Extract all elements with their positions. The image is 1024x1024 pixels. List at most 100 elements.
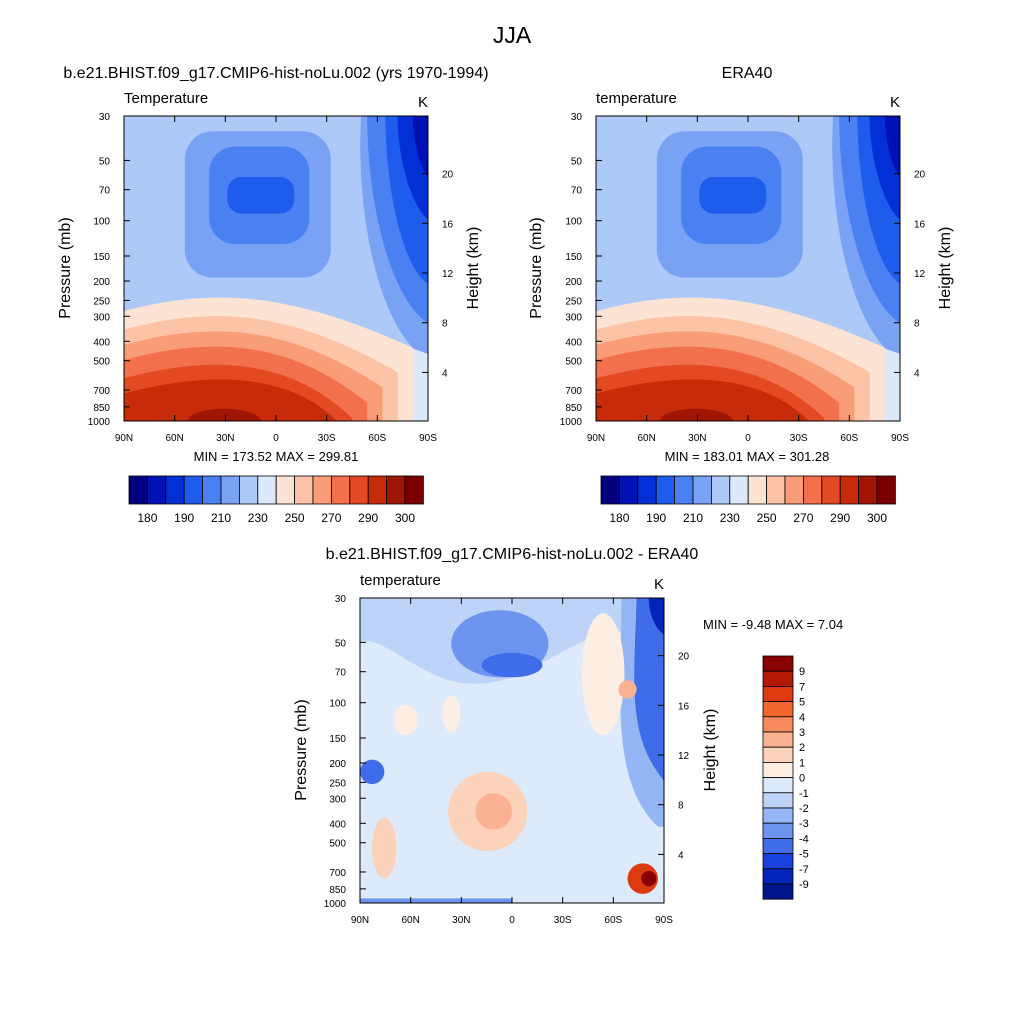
pressure-tick-label: 200 xyxy=(565,277,582,288)
colorbar-swatch xyxy=(349,475,369,505)
colorbar: 180 190 210 230 250 270 290 300 xyxy=(128,475,424,525)
colorbar-label: 250 xyxy=(285,511,305,525)
colorbar-label: -7 xyxy=(799,864,809,876)
colorbar-swatch xyxy=(202,475,222,505)
difference-panel: b.e21.BHIST.f09_g17.CMIP6-hist-noLu.002 … xyxy=(293,546,843,926)
colorbar-label: 290 xyxy=(358,511,378,525)
panel-title: ERA40 xyxy=(722,65,773,82)
colorbar-swatch xyxy=(330,475,351,505)
pressure-axis-label: Pressure (mb) xyxy=(57,217,74,318)
pressure-tick-label: 70 xyxy=(99,186,111,197)
contour-band xyxy=(393,704,418,736)
pressure-tick-label: 300 xyxy=(565,312,582,323)
x-tick-label: 30S xyxy=(790,433,808,444)
colorbar-label: 300 xyxy=(867,511,887,525)
colorbar-label: -3 xyxy=(799,818,809,830)
pressure-tick-label: 30 xyxy=(99,112,111,123)
colorbar-swatch xyxy=(220,475,240,505)
colorbar-swatch xyxy=(655,475,676,505)
colorbar-label: 0 xyxy=(799,773,805,785)
colorbar-swatch xyxy=(762,822,794,839)
colorbar-label: 4 xyxy=(799,712,805,724)
figure-title: JJA xyxy=(493,22,532,48)
era40-temperature-panel: ERA40 temperature K 90N 60N 30N 0 30S 60S 90S 3… xyxy=(528,65,954,525)
min-max-stats: MIN = 173.52 MAX = 299.81 xyxy=(194,449,359,464)
x-tick-label: 30N xyxy=(688,433,706,444)
height-tick-label: 20 xyxy=(678,652,690,663)
colorbar-label: 210 xyxy=(211,511,231,525)
colorbar-swatch xyxy=(404,475,424,505)
pressure-tick-label: 1000 xyxy=(560,417,583,428)
x-tick-label: 60N xyxy=(165,433,183,444)
colorbar-swatch xyxy=(729,475,749,505)
height-axis-label: Height (km) xyxy=(702,709,719,792)
contour-band xyxy=(187,408,261,421)
contour-band xyxy=(641,870,657,887)
contour-band xyxy=(372,817,397,879)
variable-label: temperature xyxy=(360,572,441,589)
colorbar-swatch xyxy=(146,475,167,505)
contour-band xyxy=(699,177,767,214)
pressure-tick-label: 400 xyxy=(329,819,346,830)
height-tick-label: 12 xyxy=(442,269,454,280)
x-tick-label: 60N xyxy=(637,433,655,444)
pressure-tick-label: 50 xyxy=(335,638,347,649)
plot-axes: 90N 60N 30N 0 30S 60S 90S 30 50 70 100 150 200 250 300… xyxy=(560,112,926,444)
pressure-tick-label: 200 xyxy=(93,277,110,288)
pressure-tick-label: 250 xyxy=(565,296,582,307)
contour-band xyxy=(659,408,733,421)
colorbar-swatch xyxy=(165,475,185,505)
units-label: K xyxy=(654,576,664,593)
x-tick-label: 30S xyxy=(554,915,572,926)
height-tick-label: 20 xyxy=(914,170,926,181)
colorbar-swatch xyxy=(674,475,694,505)
pressure-axis-label: Pressure (mb) xyxy=(293,699,310,800)
colorbar-swatch xyxy=(762,762,794,779)
pressure-tick-label: 1000 xyxy=(324,899,347,910)
pressure-tick-label: 1000 xyxy=(88,417,111,428)
x-tick-label: 30N xyxy=(452,915,470,926)
panel-title: b.e21.BHIST.f09_g17.CMIP6-hist-noLu.002 … xyxy=(326,546,699,563)
colorbar-label: 3 xyxy=(799,727,805,739)
height-tick-label: 4 xyxy=(678,850,684,861)
contour-plot xyxy=(596,116,900,421)
x-tick-label: 90N xyxy=(115,433,133,444)
colorbar-swatch xyxy=(619,475,639,505)
x-tick-label: 60S xyxy=(840,433,858,444)
pressure-tick-label: 250 xyxy=(93,296,110,307)
pressure-tick-label: 400 xyxy=(565,337,582,348)
colorbar-label: 210 xyxy=(683,511,703,525)
colorbar-label: 250 xyxy=(757,511,777,525)
colorbar-swatch xyxy=(762,655,794,672)
pressure-tick-label: 300 xyxy=(329,794,346,805)
height-tick-label: 4 xyxy=(914,368,920,379)
colorbar-swatch xyxy=(386,475,406,505)
x-tick-label: 0 xyxy=(273,433,279,444)
pressure-tick-label: 500 xyxy=(565,357,582,368)
colorbar-swatch xyxy=(762,853,794,870)
colorbar-label: 230 xyxy=(248,511,268,525)
colorbar-swatch xyxy=(762,701,794,718)
height-tick-label: 20 xyxy=(442,170,454,181)
height-tick-label: 16 xyxy=(678,701,690,712)
units-label: K xyxy=(890,94,900,111)
pressure-tick-label: 250 xyxy=(329,778,346,789)
colorbar-swatch xyxy=(762,868,794,885)
variable-label: Temperature xyxy=(124,90,208,107)
pressure-tick-label: 400 xyxy=(93,337,110,348)
pressure-tick-label: 850 xyxy=(329,885,346,896)
pressure-tick-label: 150 xyxy=(93,252,110,263)
contour-band xyxy=(648,598,664,635)
colorbar-label: 7 xyxy=(799,681,805,693)
height-tick-label: 8 xyxy=(442,319,448,330)
colorbar-swatch xyxy=(762,670,794,687)
x-tick-label: 90S xyxy=(419,433,437,444)
min-max-stats: MIN = 183.01 MAX = 301.28 xyxy=(665,449,830,464)
colorbar-swatch xyxy=(762,838,794,855)
colorbar-label: 180 xyxy=(137,511,157,525)
colorbar-label: 270 xyxy=(793,511,813,525)
colorbar-label: -5 xyxy=(799,849,809,861)
colorbar-label: -1 xyxy=(799,788,809,800)
model-temperature-panel: b.e21.BHIST.f09_g17.CMIP6-hist-noLu.002 … xyxy=(57,65,489,525)
pressure-tick-label: 100 xyxy=(93,217,110,228)
